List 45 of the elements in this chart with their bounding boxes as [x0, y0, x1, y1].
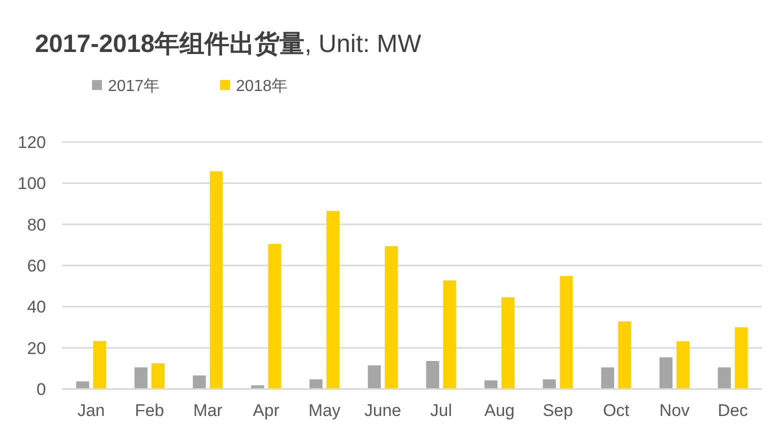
y-tick-label: 20 [27, 338, 46, 358]
x-tick-label: Dec [718, 401, 748, 420]
chart-title: 2017-2018年组件出货量, Unit: MW [35, 30, 422, 58]
bar [210, 171, 223, 389]
x-tick-label: Apr [252, 401, 280, 420]
legend-label: 2018年 [236, 78, 288, 95]
bar [502, 297, 514, 389]
bar [618, 321, 632, 389]
x-tick-label: Aug [484, 401, 515, 420]
bar [368, 365, 381, 389]
bar [426, 361, 440, 389]
bar [560, 276, 573, 389]
bar [443, 280, 456, 389]
x-tick-label: Sep [542, 401, 573, 420]
bar [326, 210, 340, 389]
bar [484, 380, 498, 389]
y-tick-label: 80 [27, 215, 46, 234]
x-tick-label: Jan [77, 401, 105, 420]
bar [676, 341, 690, 389]
bar [734, 327, 748, 389]
bar [134, 367, 148, 389]
bar [310, 379, 322, 389]
bar [660, 357, 672, 389]
bar [542, 379, 556, 389]
x-tick-label: Oct [602, 401, 630, 420]
y-tick-label: 120 [18, 133, 46, 152]
bar [192, 375, 206, 389]
x-tick-label: Jul [430, 401, 452, 420]
legend-label: 2017年 [108, 78, 160, 95]
x-tick-label: June [364, 401, 402, 420]
bar [601, 367, 614, 389]
bar [268, 244, 282, 389]
y-tick-label: 0 [36, 380, 46, 399]
x-tick-label: Mar [193, 401, 223, 420]
x-tick-label: Nov [659, 401, 690, 420]
y-tick-label: 60 [27, 256, 46, 276]
bar [76, 381, 90, 389]
x-tick-label: May [308, 401, 342, 420]
y-tick-label: 40 [27, 298, 46, 317]
bar [93, 341, 106, 389]
x-tick-label: Feb [134, 401, 164, 420]
bar [152, 363, 164, 389]
bar [718, 367, 731, 389]
bar [384, 246, 398, 389]
y-tick-label: 100 [18, 174, 46, 194]
